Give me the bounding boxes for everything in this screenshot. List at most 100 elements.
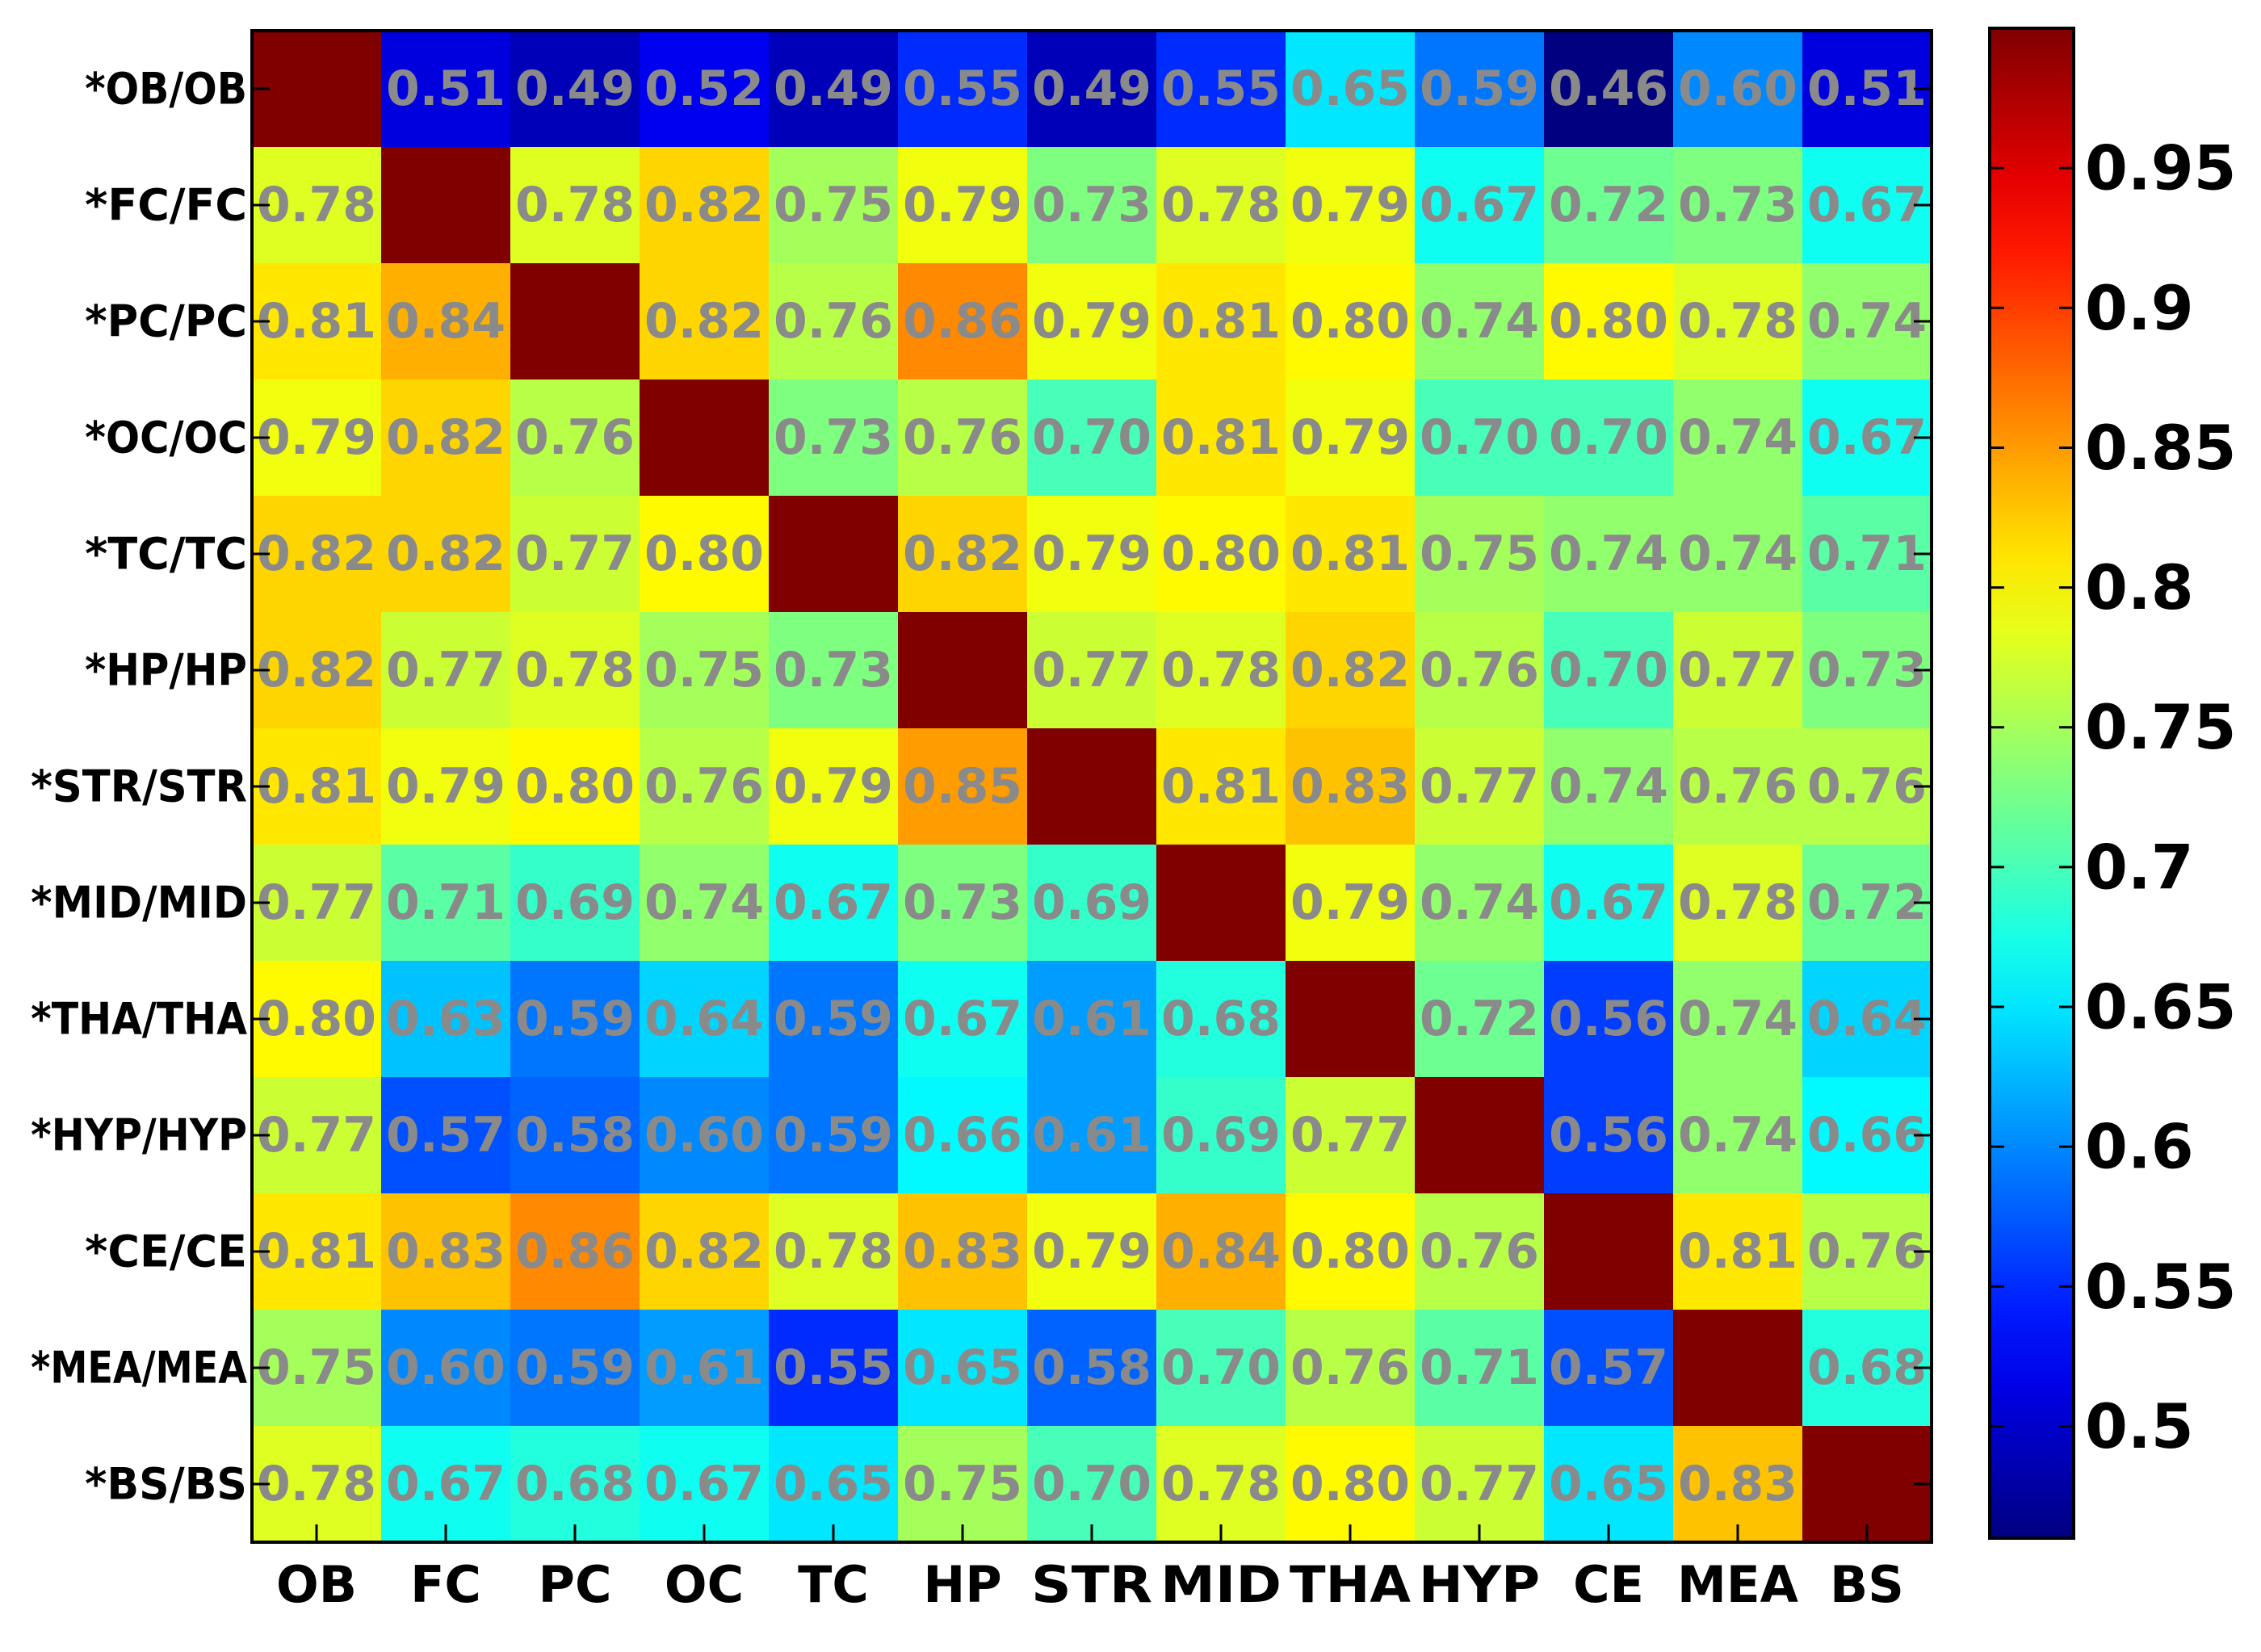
cell-value-label: 0.67: [1807, 177, 1927, 233]
cell-value-label: 0.72: [1420, 991, 1539, 1047]
cell-value-label: 0.86: [903, 293, 1022, 350]
heatmap-cell: [1673, 263, 1803, 380]
cell-value-label: 0.74: [1678, 526, 1797, 582]
cell-value-label: 0.70: [1032, 1456, 1151, 1512]
colorbar: [1988, 27, 2075, 1540]
cell-value-label: 0.79: [774, 758, 893, 815]
cell-value-label: 0.70: [1032, 409, 1151, 466]
cell-value-label: 0.78: [257, 1456, 376, 1512]
cell-value-label: 0.73: [1032, 177, 1151, 233]
column-label: OC: [665, 1555, 744, 1614]
cell-value-label: 0.78: [1161, 1456, 1281, 1512]
heatmap-cell: [898, 612, 1028, 729]
heatmap-cell: [1802, 379, 1932, 497]
cell-value-label: 0.83: [1678, 1456, 1797, 1512]
cell-value-label: 0.79: [1032, 293, 1151, 350]
heatmap-cell: [252, 379, 382, 497]
cell-value-label: 0.80: [1161, 526, 1281, 582]
heatmap-cell: [252, 1077, 382, 1194]
cell-value-label: 0.52: [644, 61, 764, 117]
cell-value-label: 0.59: [515, 1340, 635, 1396]
column-label: MEA: [1677, 1555, 1798, 1614]
heatmap-cell: [252, 728, 382, 845]
heatmap-cell: [1802, 1193, 1932, 1310]
cell-value-label: 0.86: [515, 1223, 635, 1280]
heatmap-cell: [1544, 1426, 1674, 1543]
row-label: *MEA/MEA: [31, 1343, 247, 1394]
cell-value-label: 0.75: [903, 1456, 1022, 1512]
heatmap-cell: [1544, 31, 1674, 148]
heatmap-cell: [510, 961, 640, 1078]
heatmap-cell: [1544, 147, 1674, 264]
heatmap-cell: [898, 961, 1028, 1078]
row-label: *STR/STR: [31, 761, 247, 812]
x-axis-ticks: [315, 1524, 1869, 1542]
heatmap-cell: [381, 961, 511, 1078]
heatmap-cell: [1802, 31, 1932, 148]
cell-value-label: 0.78: [1161, 642, 1281, 698]
cell-value-label: 0.74: [1549, 526, 1668, 582]
heatmap-cell: [640, 263, 770, 380]
heatmap-cell: [769, 1426, 899, 1543]
cell-value-label: 0.79: [903, 177, 1022, 233]
heatmap-cell: [898, 496, 1028, 613]
heatmap-cell: [1156, 1193, 1286, 1310]
cell-value-label: 0.68: [515, 1456, 635, 1512]
heatmap-cell: [1415, 961, 1545, 1078]
heatmap-cell: [510, 379, 640, 497]
cell-value-label: 0.76: [1678, 758, 1797, 815]
heatmap-cell: [1673, 496, 1803, 613]
row-label: *THA/THA: [31, 994, 247, 1045]
cell-value-label: 0.82: [257, 642, 376, 698]
colorbar-tick-label: 0.5: [2085, 1390, 2194, 1462]
heatmap-cell: [1544, 496, 1674, 613]
column-label: FC: [410, 1555, 481, 1614]
heatmap-cell: [769, 612, 899, 729]
heatmap-cell: [1156, 379, 1286, 497]
heatmap-cell: [1027, 31, 1157, 148]
heatmap-cell: [1156, 31, 1286, 148]
y-axis-ticks: [252, 87, 1932, 1486]
heatmap-cell: [381, 496, 511, 613]
heatmap-cell: [252, 845, 382, 962]
cell-value-label: 0.56: [1549, 1107, 1668, 1164]
cell-value-label: 0.73: [1678, 177, 1797, 233]
heatmap-cell: [898, 31, 1028, 148]
cell-value-label: 0.73: [903, 874, 1022, 931]
heatmap-cell: [1802, 496, 1932, 613]
cell-value-label: 0.69: [515, 874, 635, 931]
row-label: *FC/FC: [85, 180, 247, 231]
cell-value-label: 0.79: [1290, 409, 1410, 466]
heatmap-cell: [640, 845, 770, 962]
cell-value-label: 0.67: [1420, 177, 1539, 233]
cell-value-label: 0.68: [1807, 1340, 1927, 1396]
heatmap-cell: [1415, 147, 1545, 264]
heatmap-cell: [1286, 961, 1416, 1078]
cell-value-label: 0.64: [1807, 991, 1927, 1047]
cell-value-label: 0.51: [386, 61, 505, 117]
heatmap-cell: [1415, 728, 1545, 845]
cell-value-label: 0.70: [1549, 409, 1668, 466]
column-label: HYP: [1419, 1555, 1540, 1614]
heatmap-cell: [510, 263, 640, 380]
heatmap-cell: [1286, 612, 1416, 729]
heatmap-cell: [1286, 1193, 1416, 1310]
cell-value-label: 0.76: [1807, 758, 1927, 815]
heatmap-cell: [1802, 961, 1932, 1078]
cell-value-label: 0.83: [386, 1223, 505, 1280]
heatmap-cell: [1802, 1310, 1932, 1427]
heatmap-cell: [1286, 845, 1416, 962]
cell-value-label: 0.74: [644, 874, 764, 931]
row-label: *CE/CE: [85, 1226, 247, 1277]
cell-value-label: 0.74: [1549, 758, 1668, 815]
heatmap-cell: [252, 31, 382, 148]
cell-value-label: 0.81: [1161, 409, 1281, 466]
cell-value-label: 0.71: [386, 874, 505, 931]
cell-value-label: 0.59: [1420, 61, 1539, 117]
heatmap-cell: [381, 1310, 511, 1427]
heatmap-cell: [1286, 379, 1416, 497]
cell-value-label: 0.78: [515, 642, 635, 698]
heatmap-cell: [769, 961, 899, 1078]
cell-value-label: 0.46: [1549, 61, 1668, 117]
